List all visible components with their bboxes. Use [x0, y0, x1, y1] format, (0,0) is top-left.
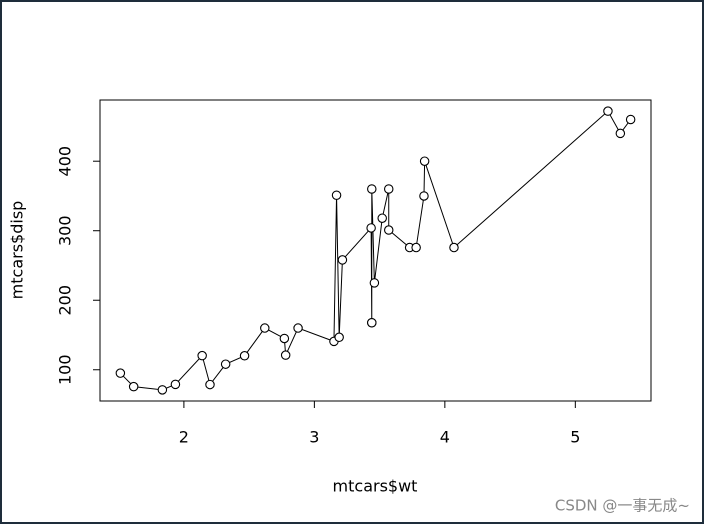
point — [383, 184, 394, 194]
point — [260, 323, 270, 333]
point — [369, 278, 380, 288]
plot-box — [99, 99, 652, 402]
point — [603, 106, 613, 116]
point — [220, 359, 231, 369]
watermark: CSDN @一事无成~ — [555, 497, 690, 515]
point — [625, 114, 636, 125]
x-tick-label: 5 — [570, 428, 580, 447]
point — [157, 385, 168, 395]
point — [293, 323, 303, 333]
point — [383, 225, 394, 235]
point — [377, 213, 387, 223]
y-tick-label: 100 — [56, 354, 75, 385]
point — [337, 255, 348, 265]
point — [197, 350, 207, 361]
point — [367, 318, 377, 328]
point — [615, 128, 626, 139]
line — [119, 110, 632, 391]
point — [128, 381, 139, 392]
point — [366, 223, 376, 233]
point — [411, 242, 421, 253]
point — [170, 379, 181, 390]
point — [419, 156, 430, 166]
point — [367, 184, 377, 194]
point — [115, 368, 126, 378]
point — [331, 190, 342, 201]
point — [205, 379, 215, 390]
point — [239, 351, 250, 361]
y-tick-label: 400 — [56, 146, 75, 177]
y-axis-label: mtcars$disp — [8, 201, 27, 300]
x-axis-label: mtcars$wt — [333, 477, 418, 496]
y-tick-label: 300 — [56, 215, 75, 246]
x-tick-label: 2 — [179, 428, 189, 447]
x-tick-label: 3 — [309, 428, 319, 447]
point — [280, 350, 291, 360]
point — [279, 333, 290, 344]
point — [449, 242, 459, 253]
x-tick-label: 4 — [440, 428, 450, 447]
point — [334, 332, 344, 343]
y-tick-label: 200 — [56, 285, 75, 316]
point — [419, 191, 429, 201]
